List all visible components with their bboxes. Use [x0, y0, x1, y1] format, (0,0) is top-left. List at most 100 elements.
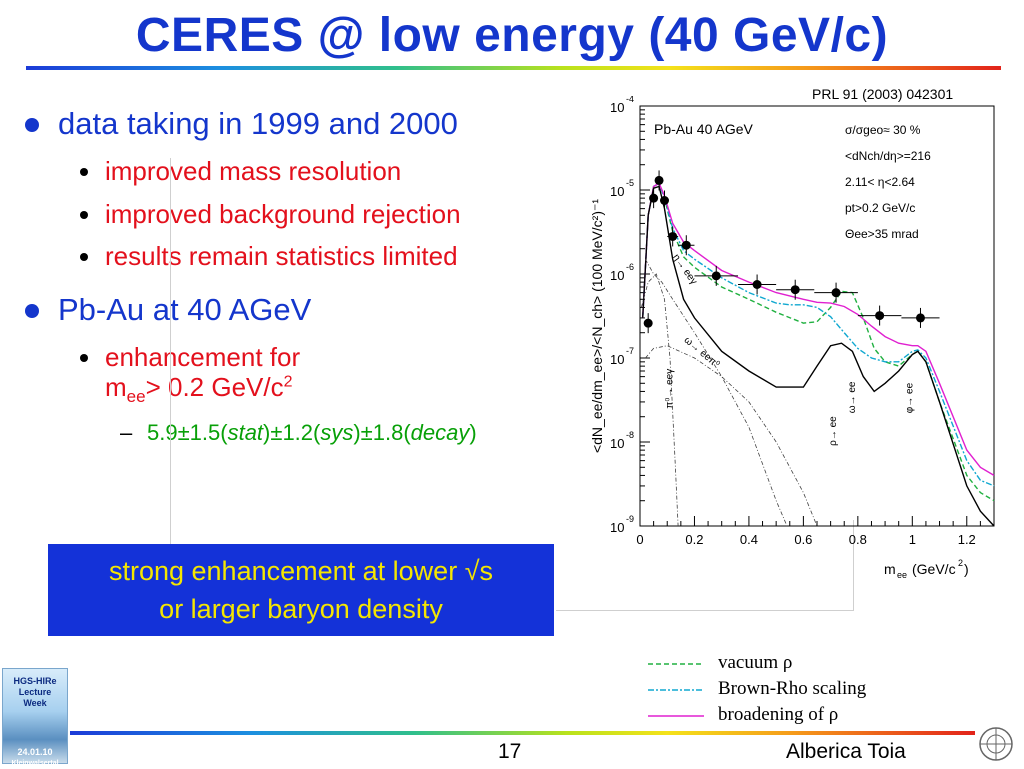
y-tick-exponent: -8 [626, 430, 634, 440]
x-axis-label-sub: ee [897, 570, 907, 580]
curve-brown-rho-scaling [642, 182, 995, 487]
bullet-dot-icon [25, 118, 39, 132]
data-point [681, 240, 691, 250]
curve-pi0-dalitz [641, 273, 679, 527]
enh-sys: sys [320, 420, 354, 445]
curve-annotation: ω→ eeπ⁰ [682, 335, 722, 371]
cern-logo-icon [979, 727, 1013, 761]
x-tick-label: 1.2 [958, 532, 976, 547]
x-tick-label: 0 [636, 532, 643, 547]
curve-broadening-of- [642, 182, 995, 477]
info-line: σ/σgeo≈ 30 % [845, 123, 921, 137]
logo-line: HGS-HIRe [13, 676, 57, 686]
bullet-1: data taking in 1999 and 2000 [25, 106, 458, 142]
logo-line: Week [23, 698, 47, 708]
legend-label-broadening: broadening of ρ [718, 704, 839, 725]
data-point [649, 193, 659, 203]
data-point [915, 313, 925, 323]
x-axis-label-unit: (GeV/c [912, 561, 956, 577]
x-axis-label-sup: 2 [958, 558, 963, 568]
logo-line: 24.01.10 [17, 747, 53, 757]
info-line: <dNch/dη>=216 [845, 149, 931, 163]
mass-subscript: ee [126, 387, 146, 407]
bullet-2: Pb-Au at 40 AGeV [25, 292, 312, 328]
sub-bullet: enhancement for [80, 342, 301, 373]
sub-bullet-text: results remain statistics limited [105, 241, 458, 271]
logo-line: Kleinwalsertal [11, 760, 59, 767]
callout-line-1: strong enhancement at lower √s [108, 556, 494, 586]
sub-bullet: results remain statistics limited [80, 241, 458, 272]
mass-superscript: 2 [283, 373, 293, 391]
x-tick-label: 0.4 [740, 532, 758, 547]
data-point [752, 279, 762, 289]
y-tick-label: 10 [610, 352, 624, 367]
curve-cocktail-sum [642, 185, 995, 527]
curve-annotation: π⁰→ eeγ [665, 369, 676, 409]
y-tick-exponent: -6 [626, 262, 634, 272]
sub-bullet: improved mass resolution [80, 156, 401, 187]
x-tick-label: 0.8 [849, 532, 867, 547]
frame-line [556, 610, 854, 611]
info-line: Θee>35 mrad [845, 227, 919, 241]
bullet-dot-icon [80, 211, 88, 219]
y-tick-label: 10 [610, 100, 624, 115]
x-axis-label-end: ) [964, 561, 969, 577]
frame-line [853, 520, 854, 610]
x-tick-label: 0.2 [685, 532, 703, 547]
author-name: Alberica Toia [786, 740, 906, 763]
frame-line [170, 158, 171, 548]
sub-bullet: improved background rejection [80, 199, 461, 230]
y-axis-label: <dN_ee/dm_ee>/<N_ch> (100 MeV/c²)⁻¹ [589, 199, 605, 453]
callout-box: strong enhancement at lower √s or larger… [48, 544, 554, 636]
sub-bullet-continuation: mee> 0.2 GeV/c2 [105, 372, 293, 407]
legend-label-vacuum: vacuum ρ [718, 652, 793, 673]
bullet-dot-icon [80, 253, 88, 261]
enh-stat: stat [227, 420, 264, 445]
data-point [875, 311, 885, 321]
logo-line: Lecture [18, 687, 52, 697]
mass-threshold: > 0.2 GeV/c [145, 372, 284, 402]
callout-line-2: or larger baryon density [159, 594, 443, 624]
enh-sys-val: )±1.2( [263, 420, 321, 445]
y-tick-label: 10 [610, 520, 624, 535]
page-number: 17 [498, 740, 522, 763]
legend-label-brown-rho: Brown-Rho scaling [718, 678, 867, 699]
lecture-week-logo: HGS-HIRe Lecture Week 24.01.10 Kleinwals… [2, 668, 68, 767]
reference-text: PRL 91 (2003) 042301 [812, 86, 954, 102]
info-line: pt>0.2 GeV/c [845, 201, 915, 215]
mass-symbol: m [105, 372, 127, 402]
y-tick-label: 10 [610, 436, 624, 451]
sub-sub-bullet: – 5.9±1.5(stat)±1.2(sys)±1.8(decay) [120, 420, 477, 446]
x-tick-label: 1 [909, 532, 916, 547]
data-point [654, 175, 664, 185]
y-tick-exponent: -4 [626, 96, 634, 104]
curve-annotation: φ→ ee [904, 382, 915, 413]
enh-value: 5.9±1.5( [147, 420, 228, 445]
title-underline [26, 66, 1001, 70]
curve-eta-dalitz [645, 259, 788, 527]
data-point [831, 288, 841, 298]
bullet-dot-icon [25, 304, 39, 318]
curve-vacuum- [642, 182, 995, 502]
x-axis-label: m [884, 561, 896, 577]
sub-bullet-text: enhancement for [105, 342, 301, 372]
curve-annotation: ω→ ee [847, 381, 858, 413]
legend [648, 663, 704, 717]
info-line: 2.11< η<2.64 [845, 175, 915, 189]
bullet-2-text: Pb-Au at 40 AGeV [58, 292, 312, 327]
bullet-dot-icon [80, 168, 88, 176]
enh-decay-val: )±1.8( [353, 420, 411, 445]
data-point [660, 195, 670, 205]
dash-icon: – [120, 420, 133, 445]
data-point [790, 285, 800, 295]
y-tick-exponent: -7 [626, 346, 634, 356]
data-point [643, 318, 653, 328]
y-tick-exponent: -5 [626, 178, 634, 188]
enh-close: ) [469, 420, 477, 445]
dilepton-mass-chart: 0 0.2 0.4 0.6 0.8 1 1.210-410-510-610-710-810-… [589, 96, 995, 580]
panel-label: Pb-Au 40 AGeV [654, 121, 754, 137]
data-point [711, 271, 721, 281]
footer-rule [70, 731, 975, 735]
y-tick-label: 10 [610, 184, 624, 199]
bullet-1-text: data taking in 1999 and 2000 [58, 106, 458, 141]
